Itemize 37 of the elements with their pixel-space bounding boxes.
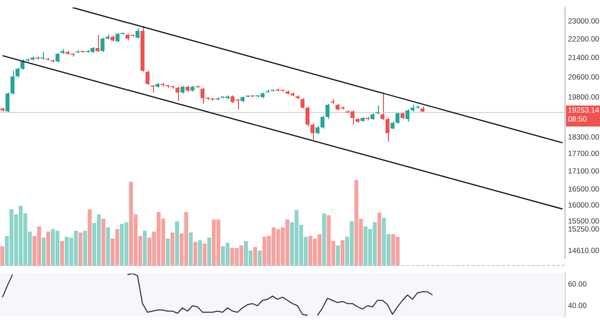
bar: [193, 242, 198, 266]
bar: [336, 245, 340, 266]
bar: [101, 218, 106, 266]
bar: [106, 227, 110, 266]
bar: [124, 222, 128, 266]
bar: [216, 220, 220, 266]
bar: [96, 214, 101, 266]
bar: [198, 240, 202, 266]
candlestick: [96, 34, 100, 52]
bar: [188, 232, 193, 266]
bar: [239, 245, 244, 266]
bar: [142, 230, 147, 266]
bar: [175, 221, 179, 266]
bar: [322, 214, 326, 266]
candlestick: [56, 52, 60, 63]
candlestick: [176, 86, 180, 102]
bar: [340, 240, 344, 266]
candlestick: [136, 28, 140, 40]
bar: [60, 241, 64, 266]
candlestick: [376, 105, 380, 115]
bar: [74, 230, 78, 266]
bar: [391, 234, 396, 266]
bar: [207, 238, 212, 266]
bar: [170, 232, 174, 266]
bar: [42, 238, 46, 266]
bar: [202, 244, 207, 266]
bar: [377, 212, 382, 266]
bar: [83, 230, 88, 266]
bar: [166, 238, 170, 266]
bar: [88, 209, 92, 266]
bar: [253, 247, 258, 266]
candlestick: [146, 70, 150, 86]
bar: [230, 248, 234, 266]
bar: [0, 246, 4, 266]
bar: [64, 236, 69, 266]
bar: [78, 232, 82, 266]
bar: [285, 220, 290, 266]
